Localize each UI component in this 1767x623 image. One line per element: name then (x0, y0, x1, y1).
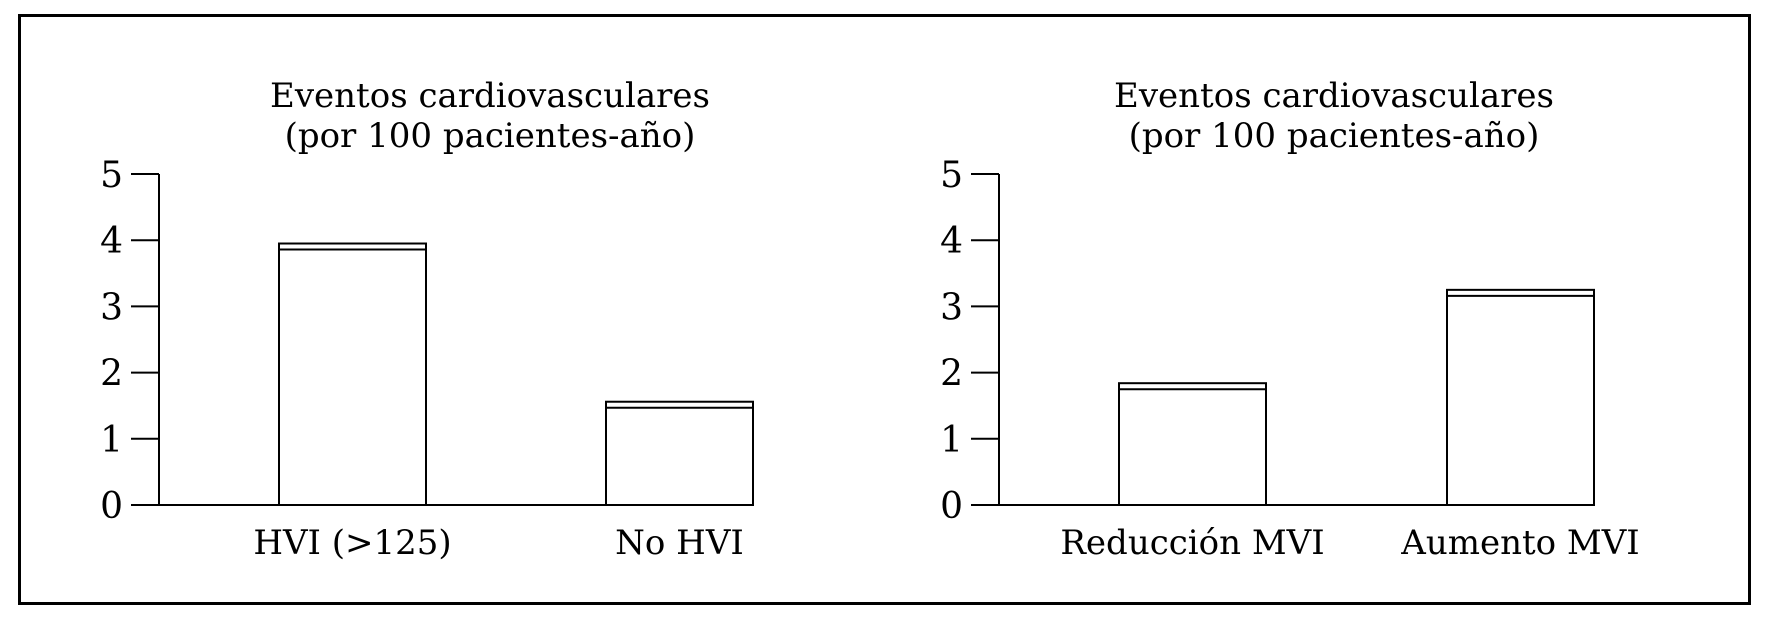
y-tick-label: 2 (100, 354, 123, 395)
bar (1446, 288, 1595, 506)
y-tick-label: 0 (100, 486, 123, 527)
chart-title-line: Eventos cardiovasculares (270, 76, 710, 116)
x-category-label: No HVI (615, 523, 744, 563)
bar (278, 242, 427, 506)
chart-title-line: Eventos cardiovasculares (1114, 76, 1554, 116)
chart-title-line: (por 100 pacientes-año) (285, 116, 696, 156)
x-category-label: Aumento MVI (1400, 523, 1639, 563)
y-tick-label: 0 (940, 486, 963, 527)
bar (1118, 382, 1267, 506)
y-tick-label: 5 (940, 155, 963, 196)
y-tick-label: 1 (100, 420, 123, 461)
y-tick-label: 2 (940, 354, 963, 395)
chart-right: Eventos cardiovasculares(por 100 pacient… (940, 76, 1640, 563)
y-tick-label: 3 (940, 287, 963, 328)
bar (605, 400, 754, 506)
y-tick-label: 3 (100, 287, 123, 328)
y-tick-label: 4 (100, 221, 123, 262)
x-category-label: Reducción MVI (1060, 523, 1324, 563)
y-tick-label: 4 (940, 221, 963, 262)
chart-title-line: (por 100 pacientes-año) (1129, 116, 1540, 156)
chart-left: Eventos cardiovasculares(por 100 pacient… (100, 76, 754, 563)
x-category-label: HVI (>125) (253, 523, 451, 563)
y-tick-label: 5 (100, 155, 123, 196)
y-tick-label: 1 (940, 420, 963, 461)
